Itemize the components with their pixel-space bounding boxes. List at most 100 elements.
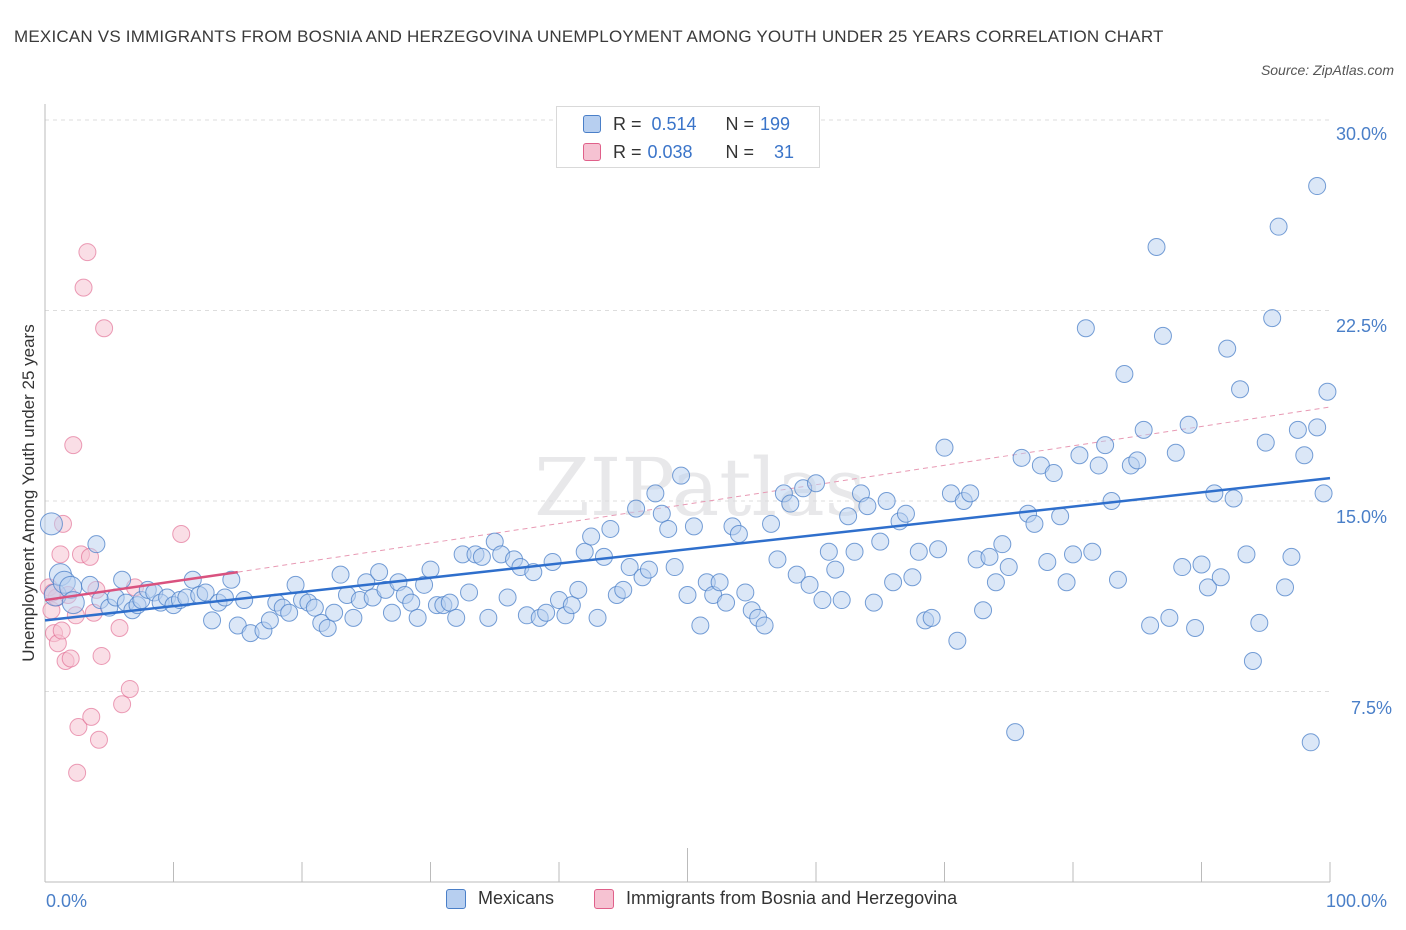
pink-point <box>68 763 87 782</box>
stats-legend-box: R = 0.514 N = 199 R = 0.038 N = 31 <box>556 106 820 168</box>
bottom-legend: Mexicans Immigrants from Bosnia and Herz… <box>0 888 1406 916</box>
blue-point <box>678 585 697 604</box>
blue-point <box>588 608 607 627</box>
blue-point <box>620 558 639 577</box>
source-label: Source: ZipAtlas.com <box>1260 62 1394 78</box>
blue-point <box>260 611 279 630</box>
blue-point <box>222 570 241 589</box>
blue-point <box>1243 652 1262 671</box>
blue-point <box>755 616 774 635</box>
pink-series-points <box>39 243 191 782</box>
blue-point <box>113 570 132 589</box>
pink-point <box>95 319 114 338</box>
blue-point <box>1282 547 1301 566</box>
legend-item-mexicans[interactable]: Mexicans <box>446 888 554 909</box>
blue-point <box>639 560 658 579</box>
blue-point <box>1205 484 1224 503</box>
blue-swatch <box>583 115 601 133</box>
blue-point <box>601 519 620 538</box>
blue-point <box>762 514 781 533</box>
blue-point <box>1224 489 1243 508</box>
r-label: R = <box>613 141 642 162</box>
pink-point <box>113 695 132 714</box>
x-min-label: 0.0% <box>46 891 88 911</box>
pink-point <box>64 436 83 455</box>
blue-point <box>1057 573 1076 592</box>
blue-point <box>447 608 466 627</box>
blue-point <box>672 466 691 485</box>
blue-point <box>1153 326 1172 345</box>
blue-point <box>1051 507 1070 526</box>
blue-point <box>1006 723 1025 742</box>
pink-point <box>89 730 108 749</box>
blue-point <box>1192 555 1211 574</box>
r-value: 0.038 <box>647 141 693 162</box>
blue-point <box>402 593 421 612</box>
blue-point <box>1256 433 1275 452</box>
blue-point <box>440 593 459 612</box>
blue-point <box>582 527 601 546</box>
blue-point <box>280 603 299 622</box>
pink-point <box>110 619 129 637</box>
pink-point <box>52 621 71 640</box>
blue-point <box>1301 733 1320 752</box>
y-axis-label: Unemployment Among Youth under 25 years <box>19 324 38 661</box>
blue-point <box>787 565 806 584</box>
blue-point <box>1070 446 1089 465</box>
blue-point <box>1096 436 1115 455</box>
blue-point <box>729 525 748 544</box>
blue-swatch <box>446 888 466 909</box>
blue-point <box>203 611 222 630</box>
blue-point <box>408 608 427 627</box>
blue-point <box>325 603 344 622</box>
blue-point <box>1166 443 1185 462</box>
blue-point <box>479 608 498 627</box>
r-label: R = <box>613 113 642 134</box>
blue-point <box>909 542 928 561</box>
blue-point <box>710 573 729 592</box>
blue-point <box>382 603 401 622</box>
pink-swatch <box>583 143 601 161</box>
pink-point <box>51 545 70 564</box>
blue-point <box>903 568 922 587</box>
blue-point <box>1269 217 1288 236</box>
blue-point <box>421 560 440 579</box>
blue-point <box>1231 380 1250 399</box>
stats-row-mexicans: R = 0.514 N = 199 <box>583 111 790 137</box>
blue-point <box>215 588 234 607</box>
blue-point <box>472 547 491 566</box>
pink-point <box>78 243 97 262</box>
blue-point <box>813 591 832 610</box>
y-tick-label-15: 15.0% <box>1336 507 1388 527</box>
blue-point <box>80 575 99 594</box>
blue-point <box>1038 552 1057 571</box>
blue-point <box>39 512 63 536</box>
blue-point <box>858 497 877 516</box>
blue-point <box>832 591 851 610</box>
blue-point <box>839 507 858 526</box>
n-label: N = <box>725 113 755 134</box>
blue-point <box>1295 446 1314 465</box>
blue-point <box>305 598 324 617</box>
blue-point <box>1083 542 1102 561</box>
blue-point <box>800 575 819 594</box>
blue-point <box>871 532 890 551</box>
legend-item-bosnia[interactable]: Immigrants from Bosnia and Herzegovina <box>594 888 957 909</box>
blue-point <box>1250 613 1269 632</box>
n-value: 199 <box>760 113 791 134</box>
blue-point <box>1108 570 1127 589</box>
blue-point <box>415 575 434 594</box>
blue-point <box>652 504 671 523</box>
blue-point <box>543 552 562 571</box>
blue-point <box>717 593 736 612</box>
pink-point <box>74 278 93 297</box>
blue-point <box>826 560 845 579</box>
chart-title: MEXICAN VS IMMIGRANTS FROM BOSNIA AND HE… <box>14 27 1164 46</box>
y-tick-label-30: 30.0% <box>1336 124 1388 144</box>
pink-point <box>61 649 80 668</box>
blue-point <box>877 492 896 510</box>
r-value: 0.514 <box>651 113 697 134</box>
blue-point <box>1308 418 1327 437</box>
blue-point <box>1318 382 1337 401</box>
